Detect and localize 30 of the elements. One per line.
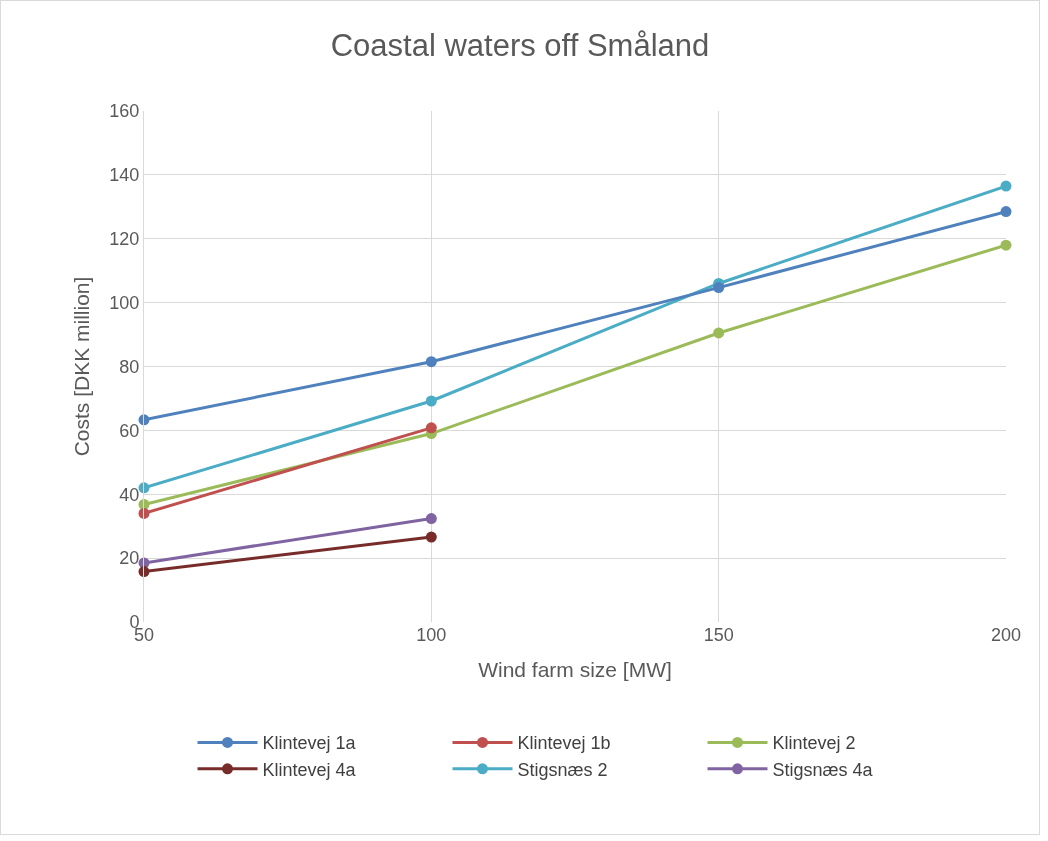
- point: [425, 422, 437, 434]
- point: [713, 282, 725, 294]
- legend-label: Klintevej 1b: [517, 733, 611, 754]
- point: [425, 356, 437, 368]
- legend-label: Klintevej 4a: [262, 759, 357, 780]
- point: [1000, 180, 1012, 192]
- y-tick-label: 100: [109, 292, 140, 313]
- y-tick-label: 160: [109, 101, 140, 122]
- point: [425, 395, 437, 407]
- point: [1000, 206, 1012, 218]
- x-axis-title: Wind farm size [MW]: [478, 658, 672, 682]
- legend-label: Klintevej 1a: [262, 733, 357, 754]
- legend-label: Stigsnæs 2: [517, 759, 608, 780]
- y-axis-title: Costs [DKK million]: [69, 276, 93, 457]
- y-tick-label: 40: [119, 484, 140, 505]
- x-tick-label: 100: [416, 625, 447, 645]
- y-tick-label: 120: [109, 229, 140, 250]
- y-tick-label: 80: [119, 356, 140, 377]
- y-tick-label: 60: [119, 420, 140, 441]
- y-tick-label: 140: [109, 165, 140, 186]
- legend-label: Stigsnæs 4a: [772, 759, 874, 780]
- point: [425, 513, 437, 525]
- x-tick-label: 200: [990, 625, 1022, 645]
- legend-label: Klintevej 2: [772, 733, 856, 754]
- y-tick-label: 20: [119, 548, 140, 569]
- point: [713, 327, 725, 339]
- x-tick-label: 150: [703, 625, 734, 645]
- point: [425, 531, 437, 543]
- point: [1000, 239, 1012, 251]
- chart-title: Coastal waters off Småland: [330, 28, 710, 64]
